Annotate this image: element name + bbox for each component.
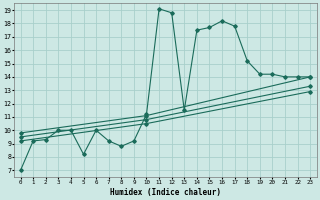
X-axis label: Humidex (Indice chaleur): Humidex (Indice chaleur): [110, 188, 221, 197]
